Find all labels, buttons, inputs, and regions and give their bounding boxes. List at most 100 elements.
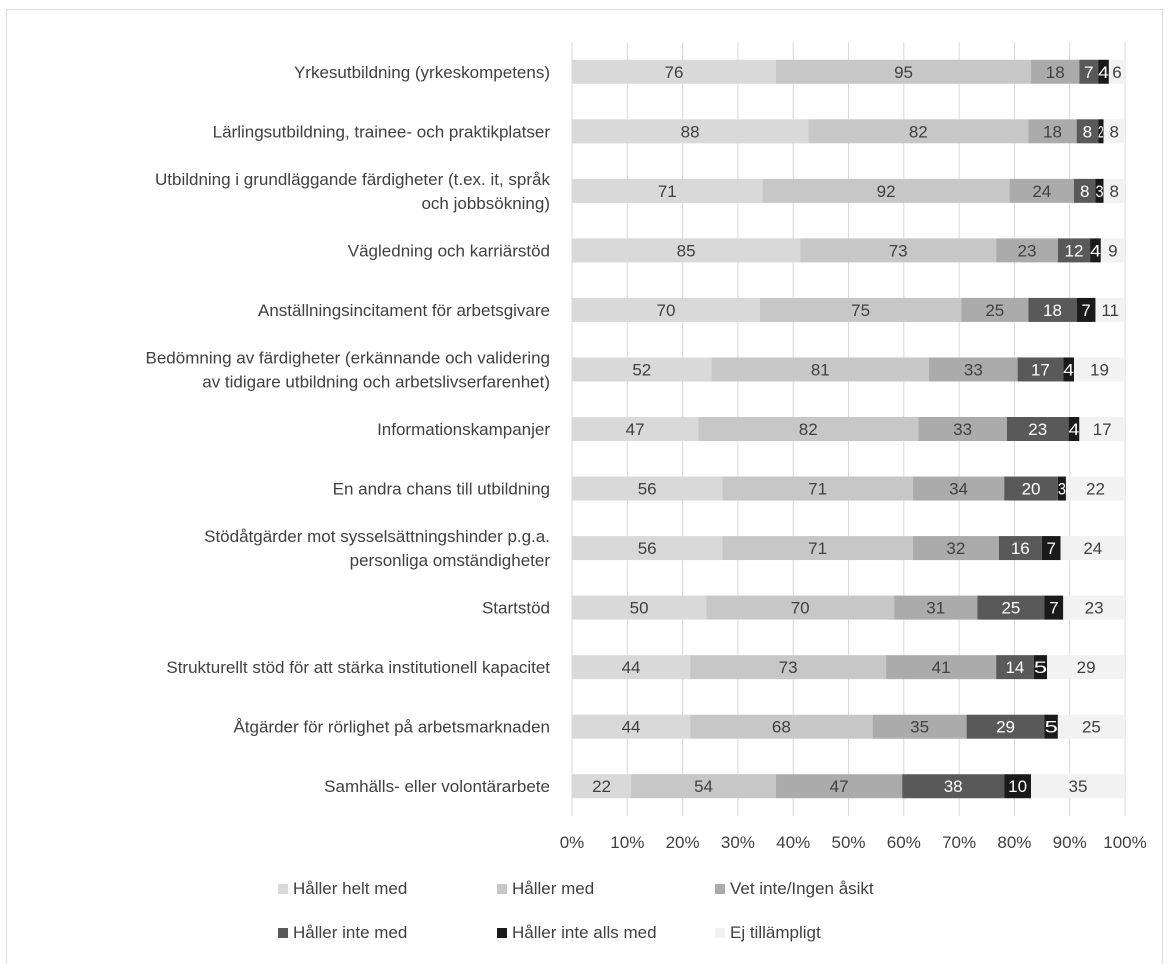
- bar-h-ller-inte-alls-med: [1044, 595, 1064, 620]
- x-tick-label: 30%: [721, 833, 755, 852]
- legend-swatch: [497, 928, 507, 938]
- data-label: 56: [638, 539, 657, 558]
- data-label: 75: [851, 301, 870, 320]
- data-label: 8: [1083, 122, 1092, 141]
- legend-label: Håller med: [512, 879, 594, 898]
- data-label: 92: [877, 182, 896, 201]
- x-tick-label: 50%: [831, 833, 865, 852]
- bar-h-ller-inte-alls-med: [1004, 774, 1032, 799]
- data-label: 16: [1011, 539, 1030, 558]
- x-tick-label: 80%: [997, 833, 1031, 852]
- bar-h-ller-med: [706, 595, 895, 620]
- bar-h-ller-helt-med: [572, 297, 760, 322]
- data-label: 47: [626, 420, 645, 439]
- data-label: 4: [1098, 63, 1109, 82]
- bar-h-ller-med: [698, 417, 919, 441]
- data-label: 35: [910, 718, 929, 737]
- bar-h-ller-inte-alls-med: [1068, 417, 1080, 441]
- bar-ej-till-mpligt: [1103, 178, 1125, 203]
- category-label: personliga omständigheter: [350, 551, 551, 570]
- data-label: 17: [1031, 360, 1050, 379]
- bar-h-ller-inte-alls-med: [1095, 178, 1104, 203]
- bar-vet-inte-ingen-sikt: [961, 297, 1029, 322]
- legend-label: Håller helt med: [293, 879, 407, 898]
- data-label: 11: [1101, 301, 1119, 320]
- data-label: 7: [1046, 539, 1055, 558]
- data-label: 7: [1049, 599, 1058, 618]
- category-label: Åtgärder för rörlighet på arbetsmarknade…: [233, 718, 550, 737]
- bar-vet-inte-ingen-sikt: [1028, 119, 1077, 144]
- data-label: 24: [1032, 182, 1051, 201]
- data-label: 47: [830, 777, 849, 796]
- data-label: 70: [791, 599, 810, 618]
- data-label: 5: [1044, 718, 1057, 737]
- data-label: 19: [1090, 360, 1109, 379]
- bar-h-ller-helt-med: [572, 595, 707, 620]
- bar-h-ller-inte-med: [1006, 417, 1069, 441]
- bar-h-ller-inte-med: [1079, 59, 1099, 84]
- bar-vet-inte-ingen-sikt: [776, 774, 903, 799]
- data-label: 71: [808, 539, 827, 558]
- data-label: 82: [909, 122, 928, 141]
- bar-h-ller-helt-med: [572, 774, 632, 799]
- category-label: Lärlingsutbildning, trainee- och praktik…: [213, 122, 551, 141]
- bar-h-ller-inte-alls-med: [1041, 536, 1061, 561]
- data-label: 25: [985, 301, 1004, 320]
- category-label: Startstöd: [482, 599, 550, 618]
- bar-h-ller-helt-med: [572, 59, 777, 84]
- data-label: 7: [1084, 63, 1093, 82]
- data-label: 23: [1028, 420, 1047, 439]
- data-label: 33: [964, 360, 983, 379]
- bar-vet-inte-ingen-sikt: [929, 357, 1018, 382]
- bar-vet-inte-ingen-sikt: [912, 476, 1005, 501]
- bar-h-ller-inte-med: [1028, 297, 1077, 322]
- bar-h-ller-med: [722, 476, 913, 501]
- bar-h-ller-helt-med: [572, 119, 809, 144]
- bar-h-ller-helt-med: [572, 178, 763, 203]
- data-label: 14: [1005, 658, 1024, 677]
- bar-h-ller-inte-med: [966, 714, 1045, 739]
- legend-label: Håller inte med: [293, 923, 407, 942]
- data-label: 33: [953, 420, 972, 439]
- bar-h-ller-med: [800, 238, 997, 263]
- data-label: 50: [630, 599, 649, 618]
- bar-vet-inte-ingen-sikt: [996, 238, 1058, 263]
- data-label: 2: [1098, 122, 1103, 141]
- data-label: 23: [1018, 241, 1037, 260]
- data-label: 68: [772, 718, 791, 737]
- data-label: 71: [658, 182, 677, 201]
- bar-h-ller-helt-med: [572, 417, 699, 441]
- bar-ej-till-mpligt: [1103, 119, 1125, 144]
- chart-frame: [6, 9, 1163, 964]
- data-label: 18: [1046, 63, 1065, 82]
- bar-ej-till-mpligt: [1057, 714, 1125, 739]
- data-label: 34: [949, 480, 968, 499]
- bar-h-ller-inte-med: [998, 536, 1042, 561]
- category-label: Informationskampanjer: [377, 420, 550, 439]
- data-label: 24: [1083, 539, 1102, 558]
- category-label: En andra chans till utbildning: [333, 480, 550, 499]
- data-label: 95: [894, 63, 913, 82]
- data-label: 38: [944, 777, 963, 796]
- data-label: 20: [1022, 480, 1041, 499]
- bar-h-ller-med: [631, 774, 777, 799]
- category-label: Utbildning i grundläggande färdigheter (…: [155, 170, 551, 189]
- data-label: 17: [1093, 420, 1112, 439]
- data-label: 8: [1080, 182, 1089, 201]
- data-label: 82: [799, 420, 818, 439]
- data-label: 44: [622, 718, 641, 737]
- data-label: 9: [1108, 241, 1117, 260]
- bar-h-ller-inte-alls-med: [1076, 297, 1096, 322]
- legend-swatch: [278, 884, 288, 894]
- category-label: och jobbsökning): [421, 194, 550, 213]
- data-label: 52: [632, 360, 651, 379]
- legend-label: Vet inte/Ingen åsikt: [730, 879, 874, 898]
- bar-h-ller-inte-med: [977, 595, 1045, 620]
- category-label: Anställningsincitament för arbetsgivare: [258, 301, 550, 320]
- bar-h-ller-med: [711, 357, 930, 382]
- x-tick-label: 70%: [942, 833, 976, 852]
- legend-label: Ej tillämpligt: [730, 923, 821, 942]
- bar-ej-till-mpligt: [1073, 357, 1125, 382]
- bar-h-ller-helt-med: [572, 357, 712, 382]
- data-label: 8: [1110, 122, 1119, 141]
